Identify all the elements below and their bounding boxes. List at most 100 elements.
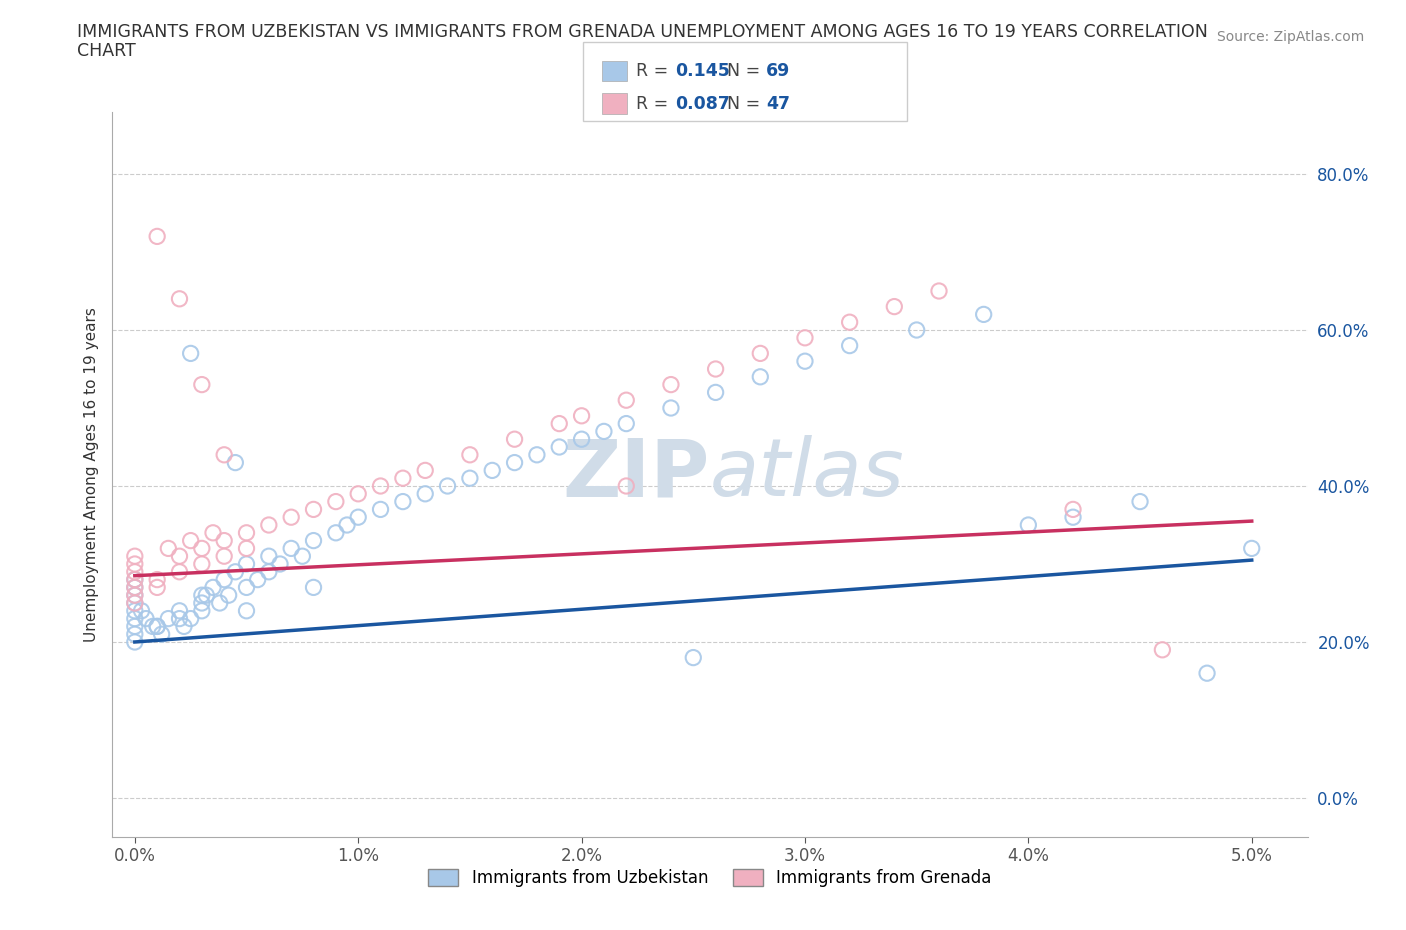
Point (135, 611, 157, 626)
Point (302, 580, 325, 595)
Point (195, 588, 218, 603)
Point (347, 510, 370, 525)
Text: IMMIGRANTS FROM UZBEKISTAN VS IMMIGRANTS FROM GRENADA UNEMPLOYMENT AMONG AGES 16: IMMIGRANTS FROM UZBEKISTAN VS IMMIGRANTS… (77, 23, 1208, 41)
Point (235, 604, 257, 618)
Y-axis label: Unemployment Among Ages 16 to 19 years: Unemployment Among Ages 16 to 19 years (83, 307, 98, 642)
Point (1152, 643, 1174, 658)
Point (659, 401, 682, 416)
Point (146, 619, 169, 634)
Point (191, 604, 214, 618)
Text: R =: R = (636, 62, 673, 80)
Point (614, 416, 637, 431)
Point (682, 650, 704, 665)
Point (503, 432, 526, 446)
Point (146, 619, 169, 634)
Point (370, 479, 392, 494)
Text: N =: N = (727, 95, 766, 113)
Point (224, 565, 246, 579)
Point (614, 392, 637, 407)
Point (150, 627, 173, 642)
Point (146, 580, 169, 595)
Point (212, 447, 235, 462)
Point (548, 416, 571, 431)
Point (392, 494, 415, 509)
Point (257, 549, 280, 564)
Point (124, 580, 146, 595)
Point (146, 229, 169, 244)
Point (191, 556, 214, 571)
Point (325, 525, 347, 540)
Text: 0.145: 0.145 (675, 62, 730, 80)
Point (124, 611, 146, 626)
Point (794, 353, 817, 368)
Point (905, 323, 928, 338)
Point (201, 580, 224, 595)
Point (526, 447, 548, 462)
Point (481, 463, 503, 478)
Point (392, 471, 415, 485)
Point (208, 595, 231, 610)
Point (548, 440, 571, 455)
Point (1062, 510, 1084, 525)
Point (169, 611, 191, 626)
Point (124, 634, 146, 649)
Point (269, 556, 291, 571)
Point (503, 455, 526, 470)
Point (212, 572, 235, 587)
Point (124, 549, 146, 564)
Point (838, 314, 860, 329)
Point (749, 369, 772, 384)
Point (883, 299, 905, 314)
Point (124, 565, 146, 579)
Point (280, 541, 302, 556)
Point (191, 378, 214, 392)
Point (235, 580, 257, 595)
Point (794, 330, 817, 345)
Point (235, 556, 257, 571)
Point (124, 572, 146, 587)
Point (928, 284, 950, 299)
Point (973, 307, 995, 322)
Point (212, 533, 235, 548)
Point (124, 619, 146, 634)
Point (838, 339, 860, 353)
Point (124, 595, 146, 610)
Point (191, 595, 214, 610)
Point (257, 518, 280, 533)
Point (124, 572, 146, 587)
Point (235, 541, 257, 556)
Point (191, 588, 214, 603)
Point (458, 447, 481, 462)
Point (291, 549, 314, 564)
Point (413, 486, 436, 501)
Text: Source: ZipAtlas.com: Source: ZipAtlas.com (1216, 30, 1364, 44)
Point (218, 588, 240, 603)
Point (173, 619, 195, 634)
Point (370, 502, 392, 517)
Point (1240, 541, 1263, 556)
Point (280, 510, 302, 525)
Point (124, 580, 146, 595)
Text: 0.087: 0.087 (675, 95, 730, 113)
Point (180, 533, 202, 548)
Point (571, 432, 593, 446)
Point (571, 408, 593, 423)
Point (124, 588, 146, 603)
Point (169, 291, 191, 306)
Legend: Immigrants from Uzbekistan, Immigrants from Grenada: Immigrants from Uzbekistan, Immigrants f… (422, 862, 998, 894)
Point (347, 486, 370, 501)
Point (124, 556, 146, 571)
Text: N =: N = (727, 62, 766, 80)
Point (142, 619, 165, 634)
Point (131, 604, 153, 618)
Point (257, 565, 280, 579)
Point (302, 533, 325, 548)
Point (659, 378, 682, 392)
Point (124, 627, 146, 642)
Text: CHART: CHART (77, 42, 136, 60)
Point (180, 611, 202, 626)
Text: 69: 69 (766, 62, 790, 80)
Text: atlas: atlas (710, 435, 905, 513)
Point (180, 346, 202, 361)
Point (169, 549, 191, 564)
